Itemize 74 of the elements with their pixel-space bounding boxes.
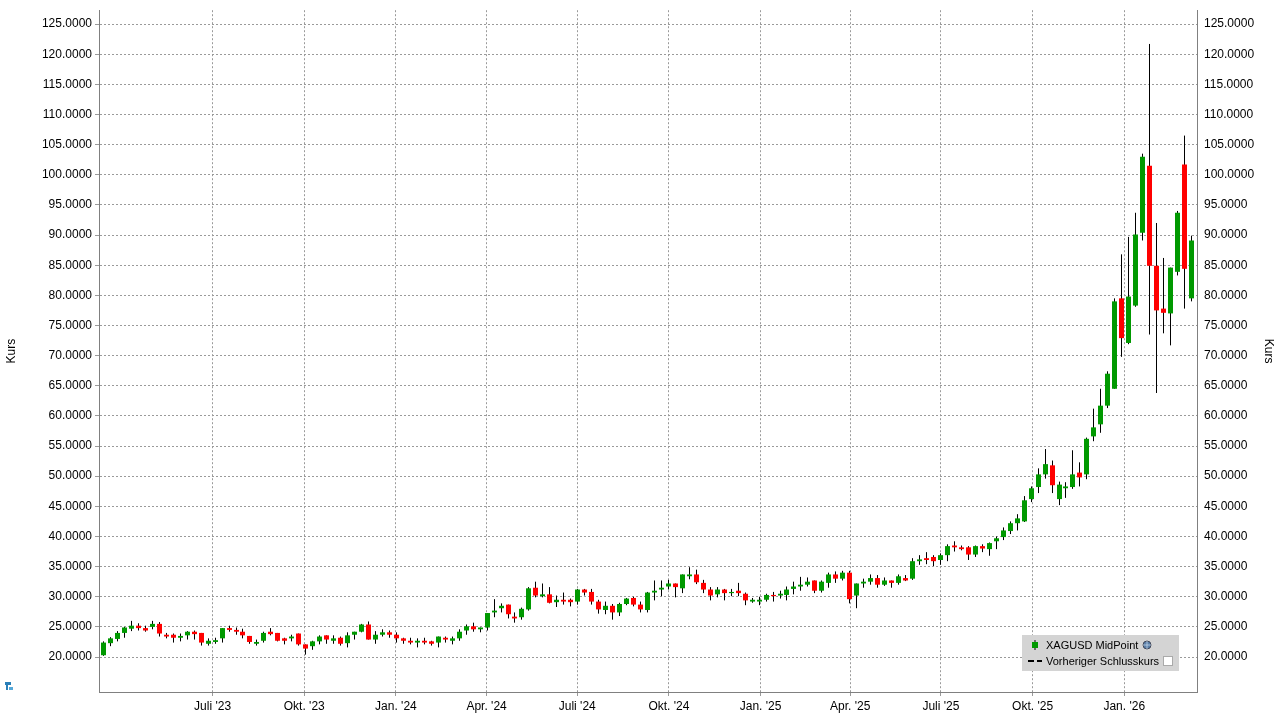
- candlestick: [1091, 408, 1096, 442]
- y-tick-label: 125.0000: [41, 16, 93, 31]
- candlestick: [854, 582, 859, 609]
- y-tick-label: 20.0000: [48, 649, 93, 664]
- candlestick: [910, 557, 915, 581]
- y2-tick-label: 50.0000: [1204, 468, 1248, 483]
- y2-tick-label: 45.0000: [1204, 498, 1248, 513]
- y2-tick-label: 85.0000: [1204, 257, 1248, 272]
- y-tick-label: 120.0000: [41, 46, 93, 61]
- x-tick-label: Okt. '25: [1012, 698, 1054, 713]
- y2-tick-label: 35.0000: [1204, 558, 1248, 573]
- candlestick: [1050, 460, 1055, 494]
- y-tick-label: 45.0000: [48, 498, 93, 513]
- y-tick-label: 40.0000: [48, 528, 93, 543]
- candlestick: [366, 620, 371, 641]
- y-tick-label: 90.0000: [48, 227, 93, 242]
- y2-tick-label: 40.0000: [1204, 528, 1248, 543]
- y2-tick-label: 75.0000: [1204, 317, 1248, 332]
- y2-tick-label: 90.0000: [1204, 227, 1248, 242]
- y2-tick-label: 65.0000: [1204, 378, 1248, 393]
- y-tick-label: 65.0000: [48, 378, 93, 393]
- x-tick-label: Apr. '25: [830, 698, 871, 713]
- y2-tick-label: 105.0000: [1204, 136, 1255, 151]
- candlestick: [1022, 495, 1027, 523]
- y2-tick-label: 115.0000: [1204, 76, 1254, 91]
- y-tick-label: 25.0000: [48, 619, 93, 634]
- candlestick: [1036, 467, 1041, 494]
- y-tick-label: 75.0000: [48, 317, 93, 332]
- y2-tick-label: 25.0000: [1204, 619, 1248, 634]
- y-tick-label: 95.0000: [48, 197, 93, 212]
- x-tick-label: Okt. '23: [283, 698, 326, 713]
- y2-tick-label: 125.0000: [1204, 16, 1255, 31]
- candlestick: [652, 579, 657, 601]
- x-tick-label: Juli '25: [922, 698, 960, 713]
- y-tick-label: 115.0000: [42, 76, 93, 91]
- y2-tick-label: 110.0000: [1204, 106, 1254, 121]
- y2-tick-label: 70.0000: [1204, 347, 1248, 362]
- y-tick-label: 55.0000: [48, 438, 93, 453]
- y-axis-title: Kurs: [3, 338, 18, 364]
- y2-tick-label: 120.0000: [1204, 46, 1255, 61]
- x-tick-label: Jan. '26: [1103, 698, 1146, 713]
- legend-label: XAGUSD MidPoint: [1046, 639, 1139, 651]
- y2-tick-label: 95.0000: [1204, 197, 1248, 212]
- y-tick-label: 110.0000: [42, 106, 93, 121]
- candlestick: [1043, 448, 1048, 480]
- candlestick: [1098, 388, 1103, 434]
- y-tick-label: 35.0000: [48, 558, 93, 573]
- x-tick-label: Jan. '24: [375, 698, 418, 713]
- candlestick: [680, 573, 685, 594]
- y-tick-label: 70.0000: [48, 347, 93, 362]
- y2-tick-label: 100.0000: [1204, 167, 1255, 182]
- y-tick-label: 85.0000: [48, 257, 93, 272]
- y-tick-label: 100.0000: [41, 167, 93, 182]
- legend-label: Vorheriger Schlusskurs: [1046, 655, 1160, 667]
- y-tick-label: 60.0000: [48, 408, 93, 423]
- x-tick-label: Jan. '25: [739, 698, 782, 713]
- y2-tick-label: 55.0000: [1204, 438, 1248, 453]
- y-tick-label: 105.0000: [41, 136, 93, 151]
- x-tick-label: Apr. '24: [466, 698, 508, 713]
- y2-tick-label: 20.0000: [1204, 649, 1248, 664]
- x-tick-label: Okt. '24: [648, 698, 690, 713]
- x-tick-label: Juli '23: [194, 698, 232, 713]
- candlestick: [526, 586, 531, 612]
- candlestick: [1070, 449, 1075, 490]
- y-tick-label: 50.0000: [48, 468, 93, 483]
- y2-tick-label: 60.0000: [1204, 408, 1248, 423]
- y2-tick-label: 80.0000: [1204, 287, 1248, 302]
- x-tick-label: Juli '24: [558, 698, 597, 713]
- candlestick: [1161, 257, 1166, 334]
- candlestick: [645, 591, 650, 613]
- y-tick-label: 30.0000: [48, 589, 93, 604]
- y2-axis-title: Kurs: [1262, 338, 1277, 364]
- y-tick-label: 80.0000: [48, 287, 93, 302]
- y2-tick-label: 30.0000: [1204, 589, 1248, 604]
